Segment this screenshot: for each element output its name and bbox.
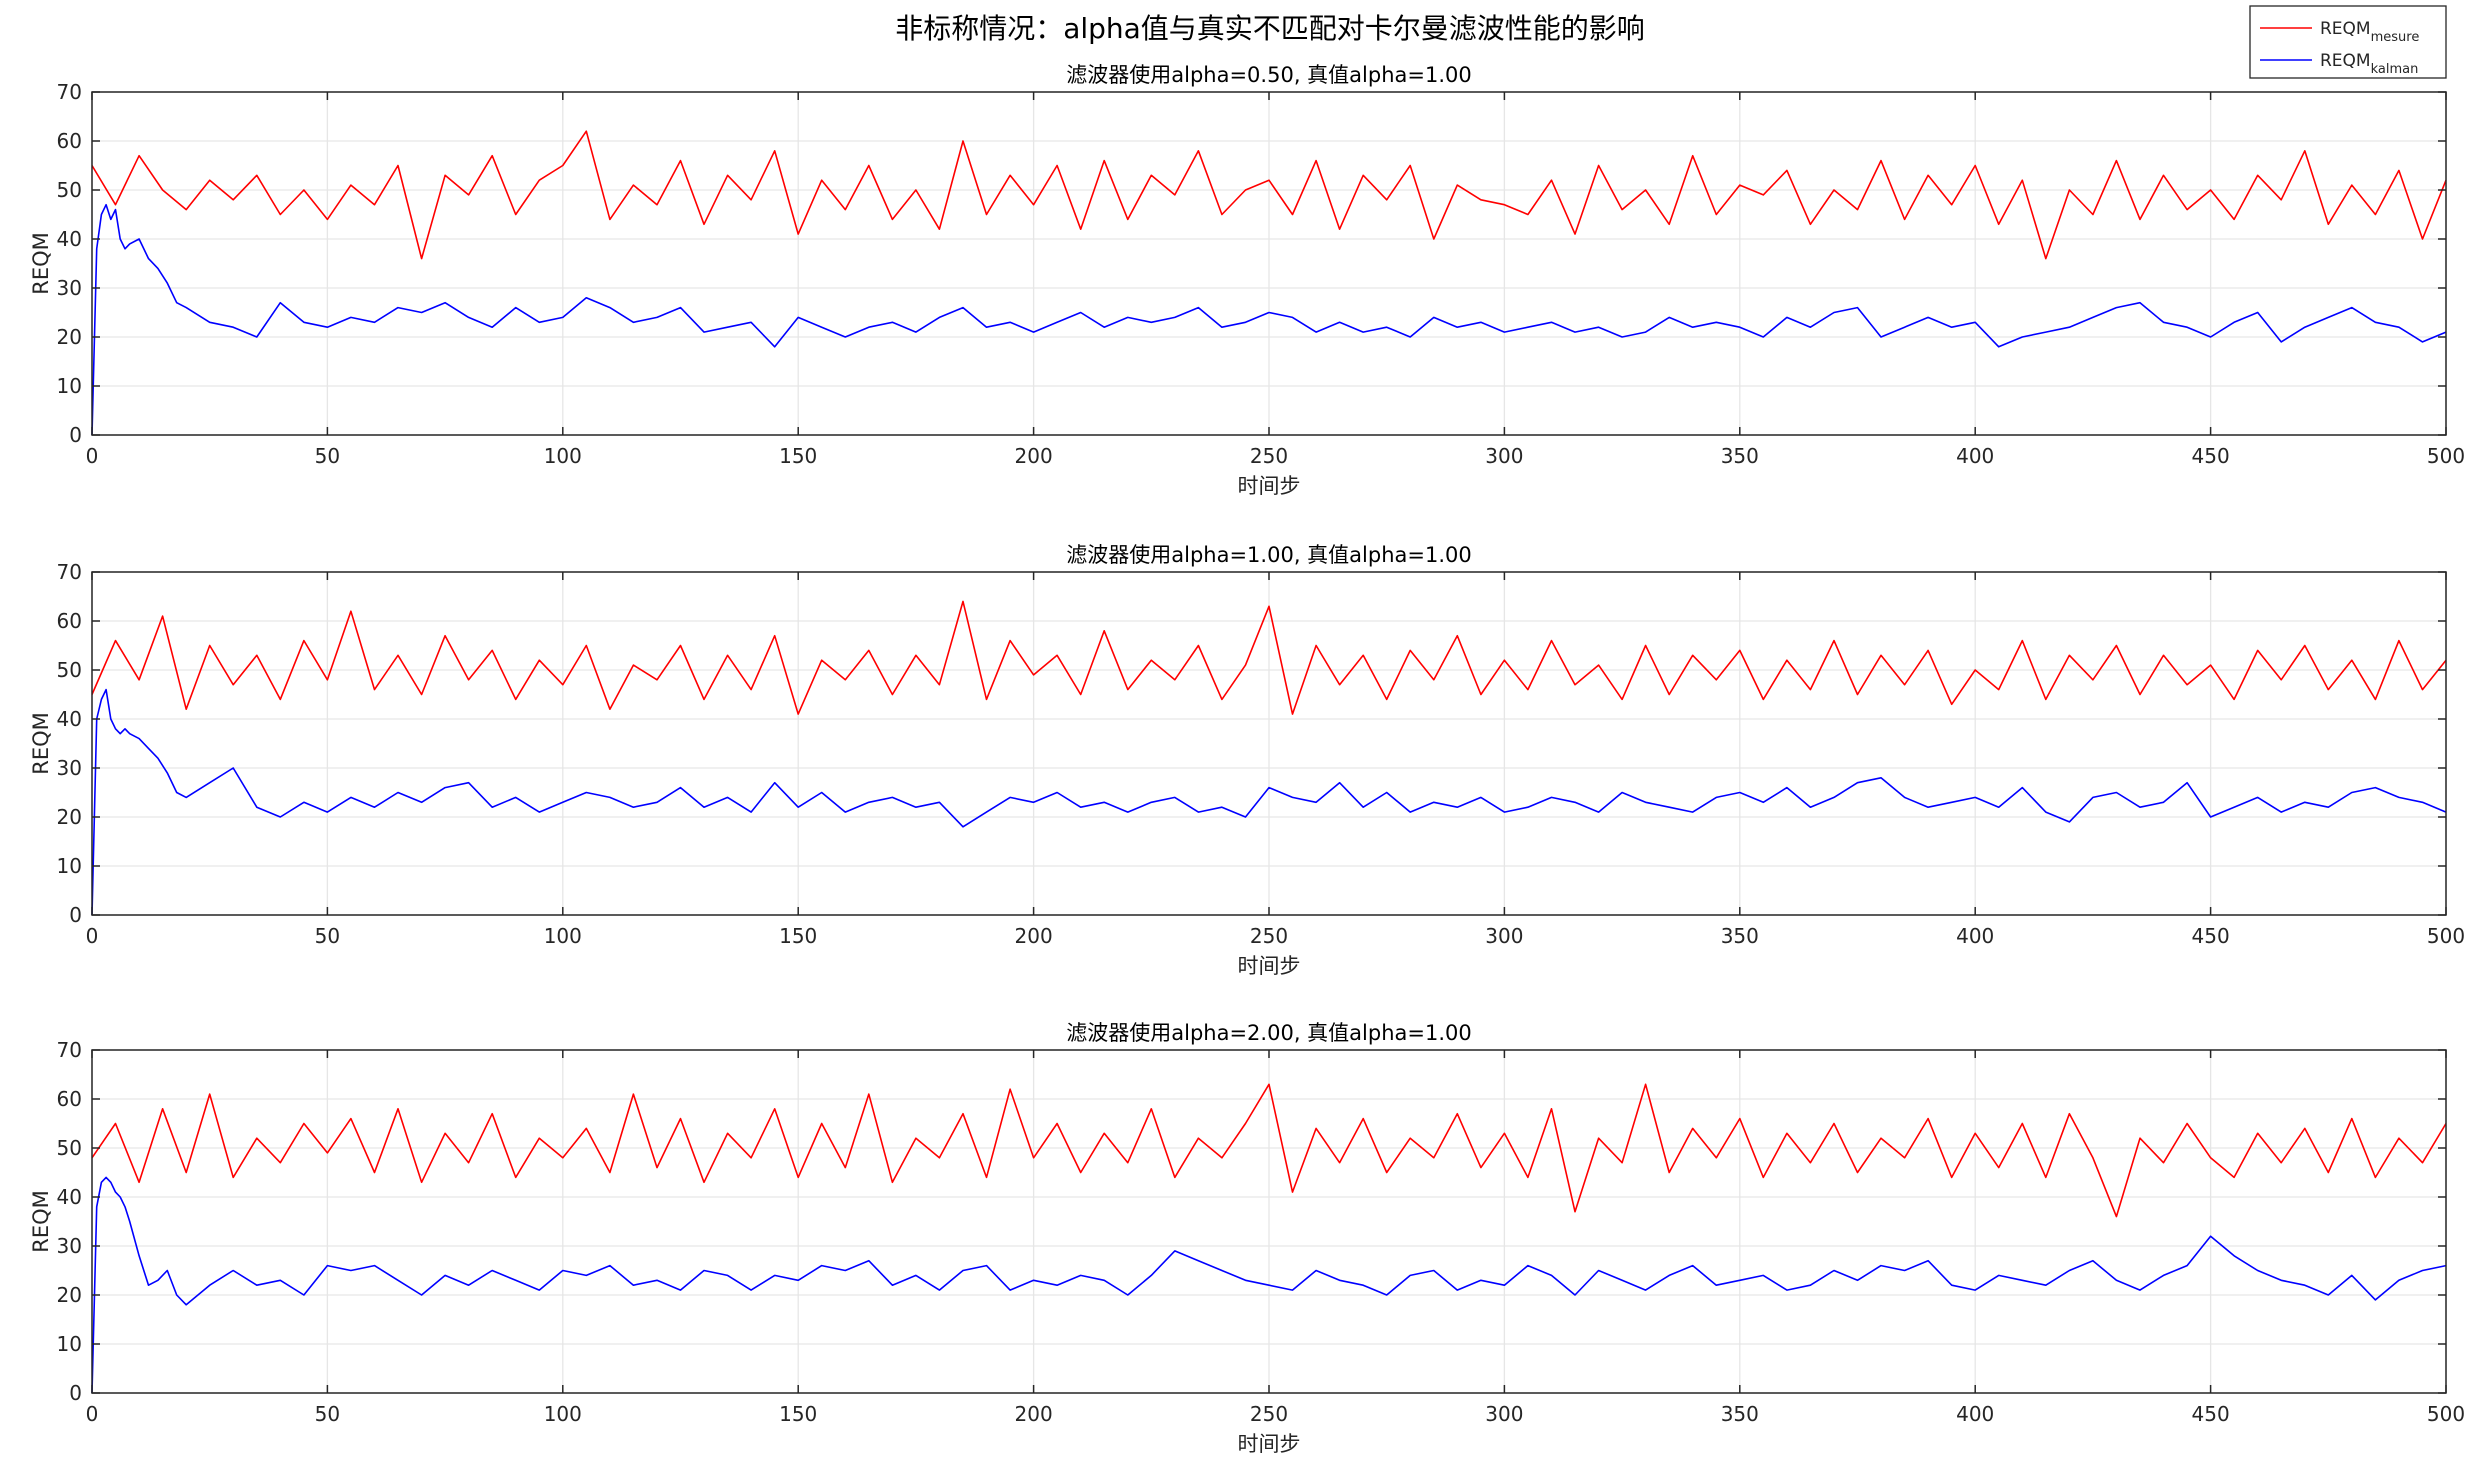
- y-tick-label: 60: [57, 609, 82, 633]
- x-tick-label: 0: [86, 924, 99, 948]
- axes-container: 0 50 100 150 200 250 300 350 400 450 5000102030405…: [29, 63, 2465, 1456]
- y-tick-label: 70: [57, 80, 82, 104]
- legend-label-base: REQM: [2320, 19, 2371, 39]
- y-tick-label: 0: [69, 903, 82, 927]
- y-tick-label: 20: [57, 1283, 82, 1307]
- chart-title: 滤波器使用alpha=0.50, 真值alpha=1.00: [1066, 63, 1471, 87]
- legend-label-base: REQM: [2320, 51, 2371, 71]
- x-tick-label: 400: [1956, 1402, 1994, 1426]
- x-tick-label: 0: [86, 444, 99, 468]
- x-tick-label: 250: [1250, 444, 1288, 468]
- figure-title: 非标称情况：alpha值与真实不匹配对卡尔曼滤波性能的影响: [895, 12, 1645, 45]
- y-tick-label: 40: [57, 707, 82, 731]
- y-tick-label: 0: [69, 423, 82, 447]
- chart-title: 滤波器使用alpha=1.00, 真值alpha=1.00: [1066, 543, 1471, 567]
- x-tick-label: 50: [315, 924, 340, 948]
- x-tick-label: 0: [86, 1402, 99, 1426]
- x-axis-label: 时间步: [1238, 474, 1301, 498]
- x-tick-label: 400: [1956, 924, 1994, 948]
- x-tick-label: 450: [2192, 924, 2230, 948]
- y-tick-label: 10: [57, 1332, 82, 1356]
- x-tick-label: 500: [2427, 444, 2465, 468]
- x-tick-label: 350: [1721, 444, 1759, 468]
- series-line-reqm-kalman: [91, 203, 2447, 436]
- y-tick-label: 60: [57, 129, 82, 153]
- y-tick-label: 30: [57, 756, 82, 780]
- x-tick-label: 200: [1015, 444, 1053, 468]
- x-axis-label: 时间步: [1238, 954, 1301, 978]
- y-tick-label: 50: [57, 178, 82, 202]
- y-tick-label: 30: [57, 276, 82, 300]
- y-tick-label: 40: [57, 227, 82, 251]
- series-line-reqm-mesure: [91, 600, 2447, 715]
- x-axis-label: 时间步: [1238, 1432, 1301, 1456]
- x-tick-label: 50: [315, 1402, 340, 1426]
- x-tick-label: 100: [544, 924, 582, 948]
- x-tick-label: 450: [2192, 1402, 2230, 1426]
- legend-label-subscript: mesure: [2371, 30, 2420, 45]
- x-tick-label: 150: [779, 444, 817, 468]
- x-tick-label: 500: [2427, 1402, 2465, 1426]
- x-tick-label: 250: [1250, 1402, 1288, 1426]
- legend-box: [2249, 5, 2447, 79]
- x-tick-label: 200: [1015, 1402, 1053, 1426]
- x-tick-label: 300: [1485, 444, 1523, 468]
- x-tick-label: 50: [315, 444, 340, 468]
- legend-label: REQMmesure: [2320, 19, 2419, 45]
- y-tick-label: 0: [69, 1381, 82, 1405]
- y-tick-label: 50: [57, 658, 82, 682]
- y-tick-label: 20: [57, 325, 82, 349]
- x-tick-label: 150: [779, 924, 817, 948]
- y-axis-label: REQM: [29, 1190, 53, 1253]
- y-axis-label: REQM: [29, 232, 53, 295]
- chart-title: 滤波器使用alpha=2.00, 真值alpha=1.00: [1066, 1021, 1471, 1045]
- x-tick-label: 450: [2192, 444, 2230, 468]
- y-tick-label: 40: [57, 1185, 82, 1209]
- y-tick-label: 70: [57, 1038, 82, 1062]
- y-tick-label: 10: [57, 854, 82, 878]
- chart-panel-3: 0 50 100 150 200 250 300 350 400 450 500 0 10 20 30 40 5…: [29, 1021, 2465, 1456]
- x-tick-label: 350: [1721, 1402, 1759, 1426]
- series-line-reqm-mesure: [91, 1083, 2447, 1218]
- y-tick-label: 50: [57, 1136, 82, 1160]
- chart-panel-2: 0 50 100 150 200 250 300 350 400 450 500 0 10 20 30 40 5…: [29, 543, 2465, 978]
- x-tick-label: 500: [2427, 924, 2465, 948]
- chart-panel-1: 0 50 100 150 200 250 300 350 400 450 500 0 10 20 30 40 5…: [29, 63, 2465, 498]
- y-tick-label: 20: [57, 805, 82, 829]
- x-tick-label: 300: [1485, 924, 1523, 948]
- legend-label: REQMkalman: [2320, 51, 2418, 77]
- x-tick-label: 200: [1015, 924, 1053, 948]
- x-tick-label: 100: [544, 444, 582, 468]
- y-tick-label: 30: [57, 1234, 82, 1258]
- x-tick-label: 100: [544, 1402, 582, 1426]
- y-axis-label: REQM: [29, 712, 53, 775]
- series-line-reqm-kalman: [91, 1176, 2447, 1394]
- x-tick-label: 350: [1721, 924, 1759, 948]
- series-line-reqm-kalman: [91, 688, 2447, 916]
- y-tick-label: 10: [57, 374, 82, 398]
- legend-label-subscript: kalman: [2371, 62, 2419, 77]
- x-tick-label: 150: [779, 1402, 817, 1426]
- y-tick-label: 60: [57, 1087, 82, 1111]
- x-tick-label: 250: [1250, 924, 1288, 948]
- x-tick-label: 400: [1956, 444, 1994, 468]
- y-tick-label: 70: [57, 560, 82, 584]
- series-line-reqm-mesure: [91, 130, 2447, 260]
- x-tick-label: 300: [1485, 1402, 1523, 1426]
